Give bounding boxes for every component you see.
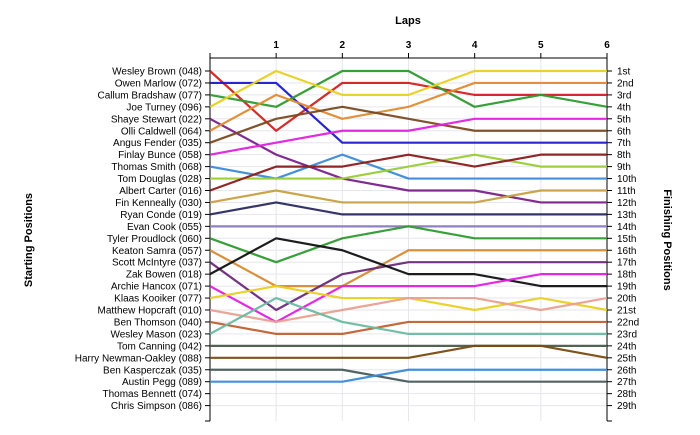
x-tick-label: 1 xyxy=(273,40,279,51)
series-line-13 xyxy=(209,201,607,216)
start-label-10: Tom Douglas (028) xyxy=(118,174,202,185)
finish-label-11: 11th xyxy=(617,186,636,197)
series-line-25 xyxy=(210,344,608,359)
x-tick-label: 3 xyxy=(406,40,412,51)
series-line-23 xyxy=(209,296,607,335)
start-label-11: Albert Carter (016) xyxy=(119,186,202,197)
finish-label-17: 17th xyxy=(617,258,636,269)
series-line-8 xyxy=(209,117,607,156)
finish-label-27: 27th xyxy=(617,377,636,388)
finish-label-8: 8th xyxy=(617,150,631,161)
finish-label-19: 19th xyxy=(617,282,636,293)
start-label-2: Owen Marlow (072) xyxy=(115,78,202,89)
series-line-7 xyxy=(209,105,607,144)
axes xyxy=(205,53,612,422)
finish-label-28: 28th xyxy=(617,389,636,400)
series-line-26 xyxy=(210,368,607,383)
start-label-24: Tom Canning (042) xyxy=(117,341,202,352)
labels: 1 2 3 4 5 6 Wesley Brown (048)Owen Marlow (072… xyxy=(75,40,640,412)
series-line-15 xyxy=(209,225,607,264)
finish-label-25: 25th xyxy=(617,353,636,364)
start-label-3: Callum Bradshaw (077) xyxy=(98,90,203,101)
finish-label-2: 2nd xyxy=(617,78,634,89)
start-label-18: Zak Bowen (018) xyxy=(126,270,202,281)
finish-label-14: 14th xyxy=(617,222,636,233)
series-line-21 xyxy=(209,296,608,324)
start-label-26: Ben Kasperczak (035) xyxy=(103,365,202,376)
finish-label-18: 18th xyxy=(617,270,636,281)
finish-label-3: 3rd xyxy=(617,90,631,101)
series-line-3 xyxy=(209,69,608,108)
start-label-6: Olli Caldwell (064) xyxy=(121,126,202,137)
finish-label-7: 7th xyxy=(617,138,631,149)
start-label-4: Joe Turney (096) xyxy=(126,102,202,113)
finish-label-21: 21st xyxy=(617,306,636,317)
series-line-22 xyxy=(209,320,607,335)
start-label-9: Thomas Smith (068) xyxy=(111,162,202,173)
start-label-29: Chris Simpson (086) xyxy=(111,401,202,412)
finish-label-24: 24th xyxy=(617,341,636,352)
series-line-5 xyxy=(209,117,607,204)
series-line-2 xyxy=(210,81,607,144)
series-lines xyxy=(209,69,608,383)
start-label-1: Wesley Brown (048) xyxy=(112,67,202,78)
series-line-27 xyxy=(210,368,607,383)
finish-label-15: 15th xyxy=(617,234,636,245)
finish-label-20: 20th xyxy=(617,294,636,305)
x-tick-label: 2 xyxy=(340,40,346,51)
finish-label-23: 23rd xyxy=(617,329,637,340)
start-label-21: Matthew Hopcraft (010) xyxy=(98,306,203,317)
finish-label-4: 4th xyxy=(617,102,631,113)
finish-label-26: 26th xyxy=(617,365,636,376)
finish-label-22: 22nd xyxy=(617,317,639,328)
finish-label-6: 6th xyxy=(617,126,631,137)
start-label-8: Finlay Bunce (058) xyxy=(118,150,202,161)
start-label-15: Tyler Proudlock (060) xyxy=(107,234,202,245)
finish-label-12: 12th xyxy=(617,198,636,209)
start-label-14: Evan Cook (055) xyxy=(127,222,202,233)
start-label-22: Ben Thomson (040) xyxy=(114,317,202,328)
start-label-7: Angus Fender (035) xyxy=(113,138,202,149)
finish-label-1: 1st xyxy=(617,67,631,78)
finish-label-29: 29th xyxy=(617,401,636,412)
start-label-27: Austin Pegg (089) xyxy=(122,377,202,388)
finish-label-9: 9th xyxy=(617,162,631,173)
chart-title: Laps xyxy=(395,15,421,27)
finish-label-5: 5th xyxy=(617,114,631,125)
start-label-20: Klaas Kooiker (077) xyxy=(114,294,202,305)
start-label-19: Archie Hancox (071) xyxy=(111,282,202,293)
x-tick-label: 5 xyxy=(538,40,544,51)
series-line-4 xyxy=(209,69,607,108)
x-tick-label: 6 xyxy=(604,40,610,51)
start-label-23: Wesley Mason (023) xyxy=(110,329,202,340)
start-label-17: Scott McIntyre (037) xyxy=(112,258,202,269)
start-label-25: Harry Newman-Oakley (088) xyxy=(75,353,202,364)
finish-label-16: 16th xyxy=(617,246,636,257)
grid xyxy=(210,58,608,421)
left-axis-label: Starting Positions xyxy=(23,193,35,287)
series-line-18 xyxy=(209,237,607,288)
start-label-28: Thomas Bennett (074) xyxy=(103,389,203,400)
series-line-11 xyxy=(209,153,607,192)
finish-label-10: 10th xyxy=(617,174,636,185)
series-line-17 xyxy=(209,261,607,312)
right-axis-label: Finishing Positions xyxy=(661,189,673,290)
series-line-12 xyxy=(209,189,607,204)
start-label-13: Ryan Conde (019) xyxy=(120,210,202,221)
start-label-5: Shaye Stewart (022) xyxy=(111,114,202,125)
finish-label-13: 13th xyxy=(617,210,636,221)
series-line-6 xyxy=(209,81,607,132)
start-label-16: Keaton Samra (057) xyxy=(112,246,202,257)
x-tick-label: 4 xyxy=(472,40,478,51)
series-line-10 xyxy=(210,153,607,180)
start-label-12: Fin Kenneally (030) xyxy=(115,198,202,209)
